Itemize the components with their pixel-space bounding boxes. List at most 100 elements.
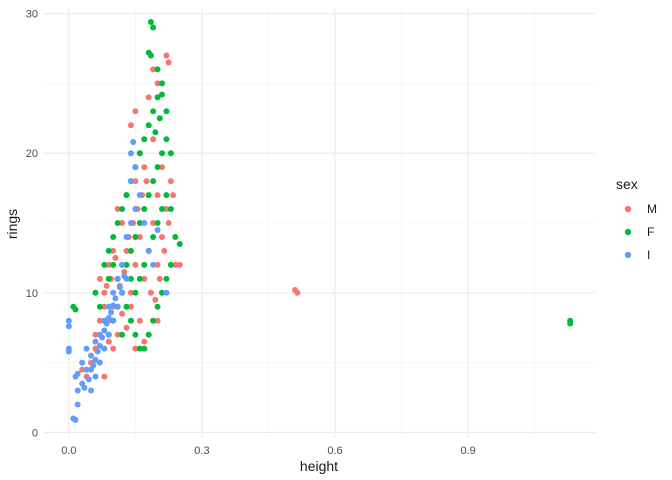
data-point-M <box>132 261 139 268</box>
data-point-F <box>156 115 163 122</box>
data-point-I <box>74 401 81 408</box>
data-point-I <box>92 356 99 363</box>
data-point-M <box>141 275 148 282</box>
x-tick-label: 0.0 <box>61 445 76 457</box>
data-point-M <box>141 164 148 171</box>
data-point-M <box>154 80 161 87</box>
data-point-F <box>141 136 148 143</box>
data-point-M <box>176 261 183 268</box>
data-point-F <box>154 303 161 310</box>
data-point-I <box>127 178 134 185</box>
data-point-I <box>107 309 114 316</box>
data-point-I <box>94 348 101 355</box>
data-point-M <box>114 206 121 213</box>
data-point-I <box>96 342 103 349</box>
data-point-I <box>74 370 81 377</box>
data-point-I <box>65 323 72 330</box>
data-point-M <box>123 247 130 254</box>
data-point-I <box>81 384 88 391</box>
legend-label-M: M <box>647 202 657 216</box>
data-point-M <box>147 289 154 296</box>
data-point-M <box>132 178 139 185</box>
data-point-F <box>127 317 134 324</box>
data-point-M <box>101 373 108 380</box>
y-tick-label: 20 <box>26 148 38 160</box>
data-point-I <box>72 416 79 423</box>
data-point-F <box>101 261 108 268</box>
data-point-I <box>119 289 126 296</box>
data-point-F <box>150 24 157 31</box>
x-tick-label: 0.3 <box>194 445 209 457</box>
data-point-F <box>163 192 170 199</box>
data-point-M <box>165 59 172 66</box>
data-point-M <box>114 331 121 338</box>
data-point-F <box>123 261 130 268</box>
data-point-I <box>99 334 106 341</box>
data-point-M <box>112 254 119 261</box>
data-point-M <box>150 220 157 226</box>
y-tick-label: 30 <box>26 9 38 21</box>
data-point-F <box>141 345 148 352</box>
data-point-F <box>567 320 574 327</box>
legend: sex MFI <box>616 176 657 262</box>
data-point-M <box>163 52 170 59</box>
data-point-M <box>165 220 172 226</box>
data-point-F <box>92 289 99 296</box>
data-point-F <box>159 289 166 296</box>
data-point-M <box>127 122 134 129</box>
data-point-I <box>110 289 117 296</box>
data-point-M <box>154 192 161 199</box>
data-point-F <box>119 331 126 338</box>
data-point-F <box>136 220 143 226</box>
data-point-M <box>105 338 112 345</box>
data-point-F <box>150 178 157 185</box>
data-point-I <box>92 373 99 380</box>
data-point-M <box>136 233 143 240</box>
x-tick-label: 0.9 <box>460 445 475 457</box>
data-point-I <box>101 345 108 352</box>
data-point-I <box>119 261 126 268</box>
data-point-F <box>167 261 174 268</box>
data-point-M <box>150 66 157 73</box>
data-point-M <box>101 289 108 296</box>
data-point-F <box>105 247 112 254</box>
y-axis-ticks: 0 10 20 30 <box>26 9 38 440</box>
data-point-I <box>110 317 117 324</box>
data-point-F <box>172 233 179 240</box>
legend-key-M <box>624 205 632 213</box>
data-point-I <box>83 366 90 373</box>
legend-title: sex <box>616 176 638 192</box>
x-tick-label: 0.6 <box>327 445 342 457</box>
x-axis-title: height <box>300 458 338 474</box>
data-point-M <box>167 178 174 185</box>
data-point-M <box>96 317 103 324</box>
data-point-F <box>163 108 170 115</box>
data-point-M <box>152 296 159 303</box>
data-point-I <box>74 387 81 394</box>
data-point-F <box>150 317 157 324</box>
data-point-M <box>159 164 166 171</box>
data-point-F <box>145 122 152 129</box>
data-point-F <box>141 206 148 213</box>
data-point-I <box>136 192 143 199</box>
data-point-I <box>116 284 123 291</box>
data-point-I <box>96 359 103 366</box>
data-point-M <box>145 94 152 101</box>
data-point-F <box>110 261 117 268</box>
data-point-F <box>163 275 170 282</box>
data-point-M <box>105 261 112 268</box>
data-point-M <box>96 275 103 282</box>
data-point-F <box>72 306 79 313</box>
data-point-F <box>127 275 134 282</box>
data-point-I <box>65 348 72 355</box>
data-point-F <box>150 108 157 115</box>
data-point-M <box>163 206 170 213</box>
data-point-M <box>110 247 117 254</box>
data-point-M <box>132 345 139 352</box>
data-point-F <box>136 345 143 352</box>
data-point-I <box>88 387 95 394</box>
data-point-M <box>121 268 128 275</box>
data-point-I <box>101 327 108 334</box>
data-point-I <box>114 275 121 282</box>
y-axis-title: rings <box>4 209 20 239</box>
